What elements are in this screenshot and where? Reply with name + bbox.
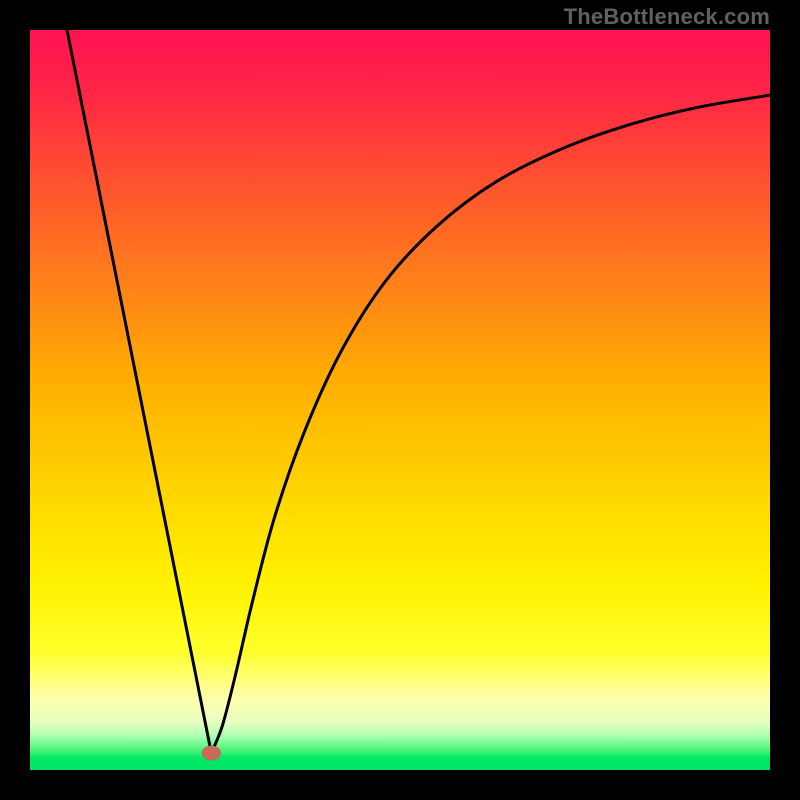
minimum-marker	[202, 746, 221, 761]
plot-svg	[30, 30, 770, 770]
plot-area	[30, 30, 770, 770]
watermark-text: TheBottleneck.com	[564, 4, 770, 30]
chart-frame: TheBottleneck.com	[0, 0, 800, 800]
